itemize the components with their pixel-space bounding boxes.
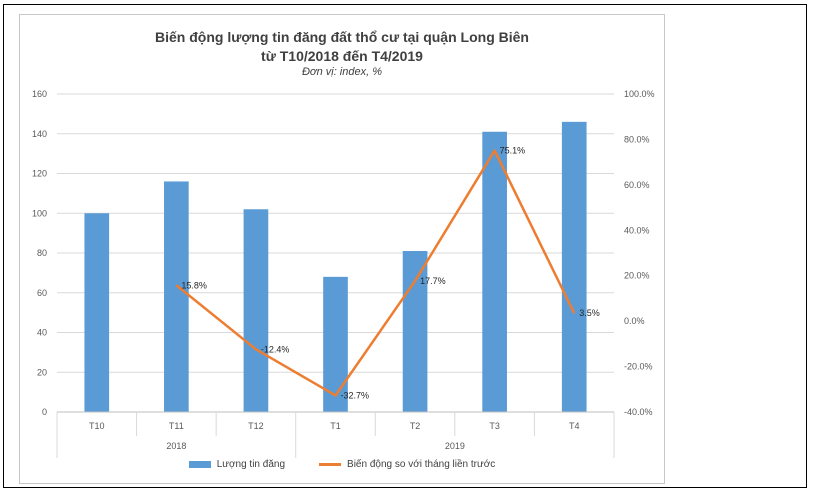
y-left-tick-label: 60 xyxy=(37,288,47,298)
data-label: 75.1% xyxy=(500,146,526,156)
x-tick-label: T11 xyxy=(169,421,184,431)
bar xyxy=(164,181,189,412)
y-right-tick-label: -40.0% xyxy=(624,407,653,417)
data-label: 17.7% xyxy=(420,276,446,286)
data-label: -12.4% xyxy=(261,344,290,354)
data-label: -32.7% xyxy=(341,390,370,400)
legend-swatch-bar xyxy=(188,461,211,468)
chart-subtitle: Đơn vị: index, % xyxy=(301,66,382,78)
chart-title-line2: từ T10/2018 đến T4/2019 xyxy=(261,48,423,64)
legend-swatch-line xyxy=(319,463,342,466)
y-left-tick-label: 120 xyxy=(32,169,47,179)
series-line xyxy=(175,149,576,397)
legend-label-line: Biến động so với tháng liền trước xyxy=(347,459,496,470)
y-left-tick-label: 20 xyxy=(37,367,47,377)
y-left-tick-label: 160 xyxy=(32,89,47,99)
y-right-tick-label: 60.0% xyxy=(624,180,650,190)
legend-item-bar: Lượng tin đăng xyxy=(188,459,286,470)
data-label: 3.5% xyxy=(579,308,600,318)
y-right-tick-label: 40.0% xyxy=(624,225,650,235)
y-left-tick-label: 40 xyxy=(37,328,47,338)
data-labels: 15.8% -12.4% -32.7% 17.7% 75.1% 3.5% xyxy=(181,146,599,401)
chart-title: Biến động lượng tin đăng đất thổ cư tại … xyxy=(155,29,529,45)
x-tick-label: T4 xyxy=(569,421,580,431)
bar-series xyxy=(84,121,587,412)
line-series xyxy=(175,149,576,397)
y-right-tick-label: 0.0% xyxy=(624,316,645,326)
outer-border xyxy=(3,4,807,488)
group-label: 2019 xyxy=(445,441,465,451)
x-tick-label: T2 xyxy=(410,421,421,431)
y-right-tick-label: 20.0% xyxy=(624,271,650,281)
axes: 0 20 40 60 80 100 120 140 160 -40.0% -20.0% 0.0% 20.… xyxy=(32,89,655,458)
x-tick-label: T3 xyxy=(489,421,500,431)
bar xyxy=(243,209,269,412)
y-right-tick-label: -20.0% xyxy=(624,362,653,372)
legend: Lượng tin đăng Biến động so với tháng li… xyxy=(19,459,665,470)
legend-item-line: Biến động so với tháng liền trước xyxy=(319,459,495,470)
y-left-tick-label: 140 xyxy=(32,129,47,139)
bar xyxy=(84,213,110,412)
bar xyxy=(561,121,587,412)
bar xyxy=(482,131,507,412)
y-right-tick-label: 100.0% xyxy=(624,89,655,99)
x-tick-label: T1 xyxy=(330,421,341,431)
group-label: 2018 xyxy=(166,441,186,451)
legend-label-bar: Lượng tin đăng xyxy=(216,459,286,470)
x-tick-label: T10 xyxy=(89,421,105,431)
data-label: 15.8% xyxy=(181,280,207,290)
y-left-tick-label: 100 xyxy=(32,208,47,218)
x-tick-label: T12 xyxy=(248,421,264,431)
y-left-tick-label: 80 xyxy=(37,248,47,258)
y-right-tick-label: 80.0% xyxy=(624,134,650,144)
y-left-tick-label: 0 xyxy=(42,407,47,417)
bar xyxy=(402,251,428,412)
